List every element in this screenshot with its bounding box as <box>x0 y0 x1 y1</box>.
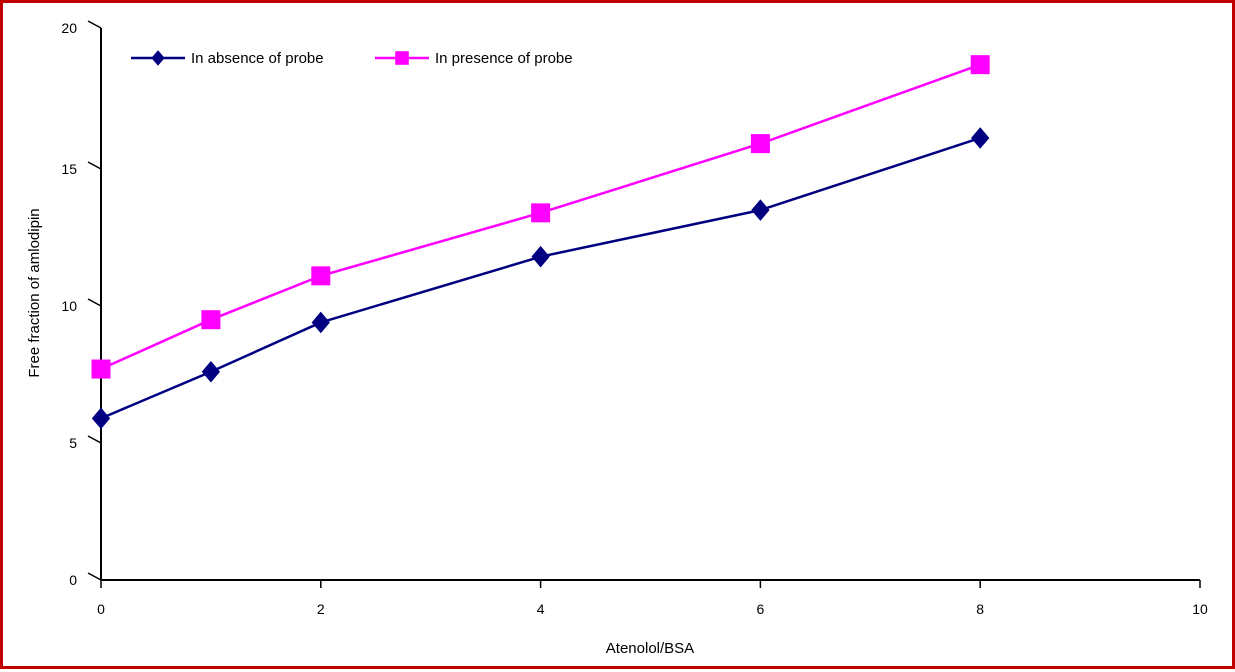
data-point <box>531 245 550 268</box>
axes <box>100 28 1200 581</box>
data-point <box>970 55 990 75</box>
y-axis-title: Free fraction of amlodipin <box>26 208 43 377</box>
legend-marker <box>395 51 409 65</box>
data-point <box>201 360 221 383</box>
series-line <box>100 63 981 371</box>
legend-label: In absence of probe <box>191 50 324 67</box>
x-tick-label: 6 <box>757 601 765 617</box>
y-tick-label: 10 <box>61 298 77 314</box>
y-tick <box>87 161 102 170</box>
y-tick <box>87 572 102 581</box>
x-tick-label: 2 <box>317 601 325 617</box>
x-tick-label: 0 <box>97 601 105 617</box>
legend-label: In presence of probe <box>435 50 573 67</box>
series-line <box>100 136 981 420</box>
data-point <box>750 134 770 154</box>
y-tick <box>87 435 102 444</box>
x-axis-title: Atenolol/BSA <box>606 640 694 657</box>
x-tick-label: 10 <box>1192 601 1208 617</box>
y-tick <box>87 20 102 29</box>
y-tick-label: 5 <box>69 435 77 451</box>
series-layer <box>91 55 990 430</box>
y-tick <box>87 298 102 307</box>
data-point <box>201 310 221 330</box>
legend: In absence of probe In presence of probe <box>131 50 573 67</box>
series-1 <box>91 127 990 430</box>
data-point <box>531 203 551 223</box>
data-point <box>751 199 770 221</box>
x-axis-ticks: 0 2 4 6 8 10 <box>97 580 1208 617</box>
data-point <box>311 266 331 286</box>
y-tick-label: 20 <box>61 20 77 36</box>
x-tick-label: 4 <box>537 601 545 617</box>
legend-item-1: In absence of probe <box>131 50 324 67</box>
y-axis-ticks: 0 5 10 15 20 <box>61 20 102 588</box>
legend-item-2: In presence of probe <box>375 50 573 67</box>
legend-marker <box>151 50 165 66</box>
y-tick-label: 15 <box>61 161 77 177</box>
line-chart: 0 2 4 6 8 10 0 5 10 15 20 In absence of probe In p… <box>26 20 1208 657</box>
data-point <box>91 407 111 430</box>
y-tick-label: 0 <box>69 572 77 588</box>
data-point <box>971 127 990 149</box>
data-point <box>91 359 111 379</box>
data-point <box>311 311 330 334</box>
series-2 <box>91 55 990 379</box>
x-tick-label: 8 <box>976 601 984 617</box>
